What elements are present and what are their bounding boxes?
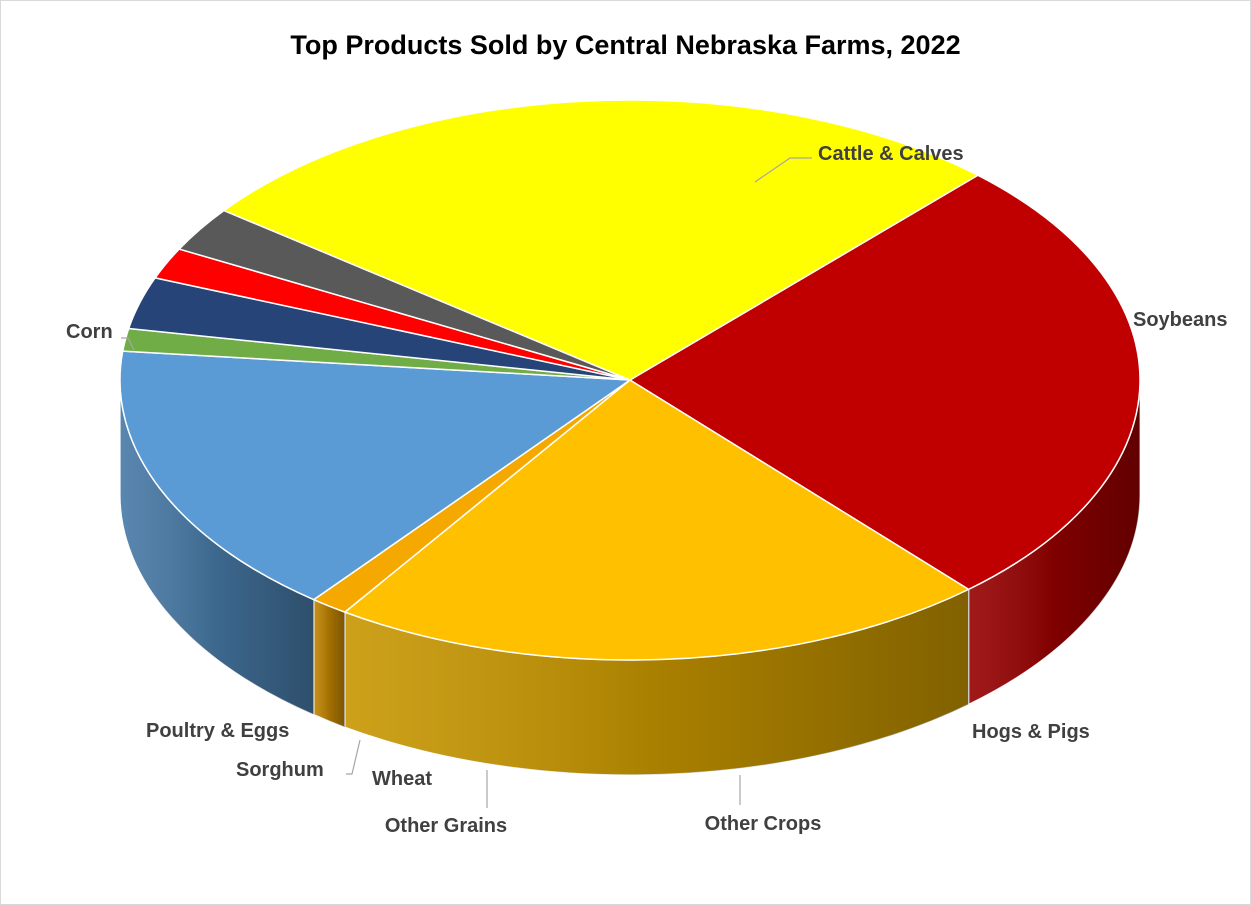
side-shade-hogs-and-pigs (314, 600, 345, 727)
label-hogs-and-pigs: Hogs & Pigs (972, 721, 1090, 743)
label-poultry-and-eggs: Poultry & Eggs (146, 720, 289, 742)
leader-line-sorghum (346, 740, 360, 774)
label-other-crops: Other Crops (705, 813, 822, 835)
label-soybeans: Soybeans (1133, 309, 1227, 331)
label-other-grains: Other Grains (385, 815, 507, 837)
label-sorghum: Sorghum (236, 759, 324, 781)
label-wheat: Wheat (372, 768, 432, 790)
label-corn: Corn (66, 321, 113, 343)
label-cattle-and-calves: Cattle & Calves (818, 143, 964, 165)
